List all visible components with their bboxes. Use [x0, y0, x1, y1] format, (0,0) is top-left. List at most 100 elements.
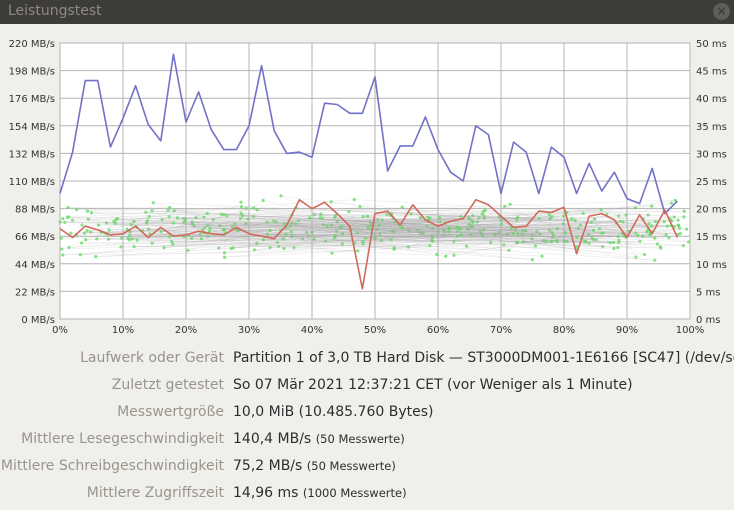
scatter-point — [633, 206, 638, 210]
scatter-point — [677, 226, 682, 230]
scatter-link — [276, 211, 484, 223]
scatter-link — [172, 224, 379, 245]
scatter-point — [407, 228, 411, 233]
scatter-link — [469, 202, 672, 220]
scatter-link — [85, 215, 564, 240]
scatter-point — [239, 205, 244, 209]
scatter-point — [447, 230, 451, 234]
scatter-point — [496, 230, 501, 235]
scatter-point — [438, 220, 442, 224]
scatter-link — [460, 222, 617, 230]
scatter-link — [277, 242, 543, 257]
scatter-point — [459, 214, 463, 219]
scatter-point — [509, 226, 513, 230]
chart-lines — [59, 53, 679, 290]
scatter-link — [296, 207, 649, 216]
device-value: Partition 1 of 3,0 TB Hard Disk — ST3000… — [233, 350, 734, 366]
scatter-link — [106, 218, 118, 224]
scatter-link — [334, 228, 687, 239]
info-row-device: Laufwerk oder Gerät Partition 1 of 3,0 T… — [0, 344, 734, 371]
read-rate-number: 140,4 MB/s — [233, 431, 312, 447]
y-right-tick-label: 35 ms — [696, 122, 727, 133]
scatter-point — [297, 219, 301, 223]
scatter-link — [546, 241, 611, 243]
scatter-link — [267, 234, 315, 240]
scatter-point — [385, 212, 389, 217]
scatter-link — [133, 221, 570, 229]
scatter-link — [523, 241, 636, 258]
scatter-link — [277, 241, 454, 243]
scatter-point — [641, 234, 645, 238]
scatter-link — [80, 250, 358, 255]
scatter-point — [251, 214, 256, 219]
scatter-link — [429, 217, 467, 247]
y-right-tick-label: 40 ms — [696, 94, 727, 105]
scatter-point — [358, 205, 362, 209]
scatter-point — [664, 232, 668, 237]
scatter-point — [307, 216, 312, 220]
scatter-point — [653, 219, 658, 224]
scatter-link — [411, 213, 672, 226]
scatter-point — [294, 221, 298, 226]
scatter-point — [206, 234, 210, 238]
scatter-link — [553, 234, 568, 242]
scatter-link — [60, 221, 174, 224]
scatter-link — [445, 217, 480, 224]
scatter-link — [325, 238, 532, 242]
sample-size-label: Messwertgröße — [117, 404, 224, 420]
scatter-link — [69, 238, 192, 248]
scatter-link — [115, 213, 392, 220]
scatter-point — [225, 214, 229, 218]
scatter-link — [221, 214, 602, 234]
scatter-point — [305, 230, 309, 234]
scatter-point — [389, 238, 393, 242]
scatter-link — [121, 213, 242, 239]
scatter-link — [460, 219, 502, 230]
scatter-link — [291, 222, 655, 239]
scatter-link — [306, 213, 483, 233]
scatter-link — [224, 228, 460, 230]
scatter-link — [504, 206, 583, 240]
scatter-link — [468, 229, 481, 232]
scatter-link — [591, 222, 624, 235]
scatter-link — [576, 221, 665, 247]
scatter-link — [70, 216, 552, 234]
scatter-link — [69, 231, 394, 248]
scatter-link — [96, 238, 585, 242]
scatter-point — [319, 212, 323, 216]
scatter-link — [428, 216, 461, 221]
scatter-point — [392, 247, 396, 252]
scatter-link — [245, 223, 433, 236]
scatter-point — [79, 241, 84, 245]
scatter-point — [608, 241, 612, 245]
scatter-point — [190, 222, 194, 226]
scatter-point — [551, 235, 555, 239]
y-left-tick-label: 198 MB/s — [9, 67, 55, 78]
y-left-tick-label: 176 MB/s — [9, 94, 55, 105]
scatter-link — [263, 239, 640, 242]
scatter-point — [475, 220, 479, 224]
scatter-link — [126, 228, 135, 247]
scatter-link — [291, 231, 602, 234]
scatter-point — [171, 242, 175, 246]
close-icon[interactable]: × — [713, 3, 730, 20]
scatter-link — [320, 217, 586, 242]
scatter-point — [151, 201, 155, 205]
scatter-link — [342, 217, 440, 244]
scatter-link — [499, 216, 543, 257]
y-left-tick-label: 88 MB/s — [15, 205, 55, 216]
scatter-point — [634, 255, 638, 259]
scatter-link — [224, 221, 656, 254]
scatter-link — [267, 233, 343, 235]
scatter-point — [621, 220, 625, 224]
scatter-link — [374, 229, 516, 239]
scatter-point — [231, 246, 235, 250]
scatter-link — [341, 223, 502, 227]
scatter-point — [300, 237, 304, 241]
scatter-point — [493, 233, 497, 237]
scatter-point — [377, 223, 381, 227]
scatter-link — [420, 217, 455, 256]
y-right-tick-label: 50 ms — [696, 39, 727, 50]
scatter-link — [401, 227, 594, 231]
scatter-point — [682, 209, 686, 213]
